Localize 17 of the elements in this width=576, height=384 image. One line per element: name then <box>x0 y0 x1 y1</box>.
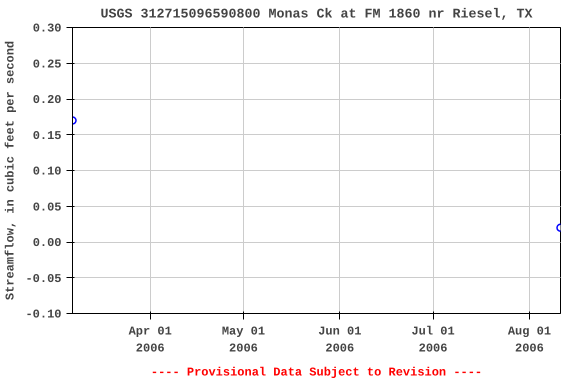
y-tick-label: -0.10 <box>25 308 62 322</box>
y-tick-label: 0.20 <box>32 93 62 107</box>
y-tick-label: 0.05 <box>32 200 62 214</box>
y-tick-label: 0.30 <box>32 22 62 36</box>
y-axis-title: Streamflow, in cubic feet per second <box>3 40 18 300</box>
chart-title: USGS 312715096590800 Monas Ck at FM 1860 nr Riesel, TX <box>100 8 532 22</box>
x-tick-label: Aug 01 2006 <box>508 324 552 356</box>
y-tick-label: 0.25 <box>32 57 62 72</box>
y-tick-label: 0.10 <box>32 164 62 178</box>
x-tick-label: Jun 01 2006 <box>318 324 362 356</box>
text: ---- Provisional Data Subject to Revision ---- <box>150 366 482 380</box>
y-tick-label: 0.00 <box>32 236 62 250</box>
x-tick-label: Jul 01 2006 <box>411 324 455 356</box>
y-tick-label: 0.15 <box>32 128 62 143</box>
x-tick-label: May 01 2006 <box>222 324 266 356</box>
x-tick-label: Apr 01 2006 <box>128 324 172 356</box>
y-tick-label: -0.05 <box>25 272 62 286</box>
